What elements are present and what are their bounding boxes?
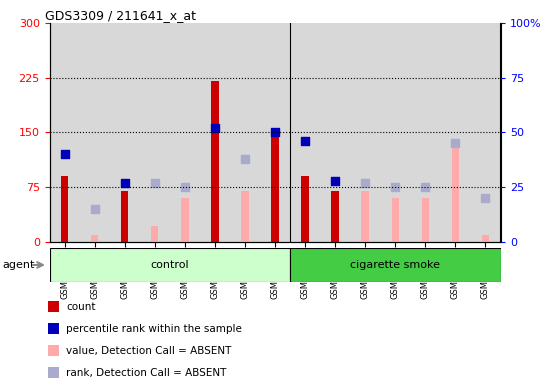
Bar xyxy=(392,198,399,242)
Bar xyxy=(290,23,320,242)
Bar xyxy=(441,23,470,242)
Bar xyxy=(48,301,59,313)
Bar xyxy=(482,235,489,242)
Bar xyxy=(230,23,260,242)
Bar xyxy=(271,134,279,242)
Text: count: count xyxy=(66,302,96,312)
Point xyxy=(150,180,159,186)
Bar xyxy=(320,23,350,242)
Bar xyxy=(181,198,189,242)
Bar xyxy=(151,226,158,242)
Bar xyxy=(380,23,410,242)
Bar xyxy=(200,23,230,242)
Bar xyxy=(109,23,140,242)
Point xyxy=(331,177,339,184)
Bar xyxy=(50,248,290,282)
Point xyxy=(60,151,69,157)
Bar xyxy=(211,81,219,242)
Bar xyxy=(140,23,170,242)
Bar xyxy=(421,198,429,242)
Bar xyxy=(260,23,290,242)
Bar xyxy=(80,23,109,242)
Point xyxy=(481,195,490,201)
Bar xyxy=(60,176,68,242)
Point xyxy=(421,184,430,190)
Bar xyxy=(361,191,369,242)
Text: rank, Detection Call = ABSENT: rank, Detection Call = ABSENT xyxy=(66,368,227,378)
Point xyxy=(361,180,370,186)
Point xyxy=(211,125,219,131)
Point xyxy=(451,141,460,147)
Bar xyxy=(48,367,59,378)
Text: percentile rank within the sample: percentile rank within the sample xyxy=(66,324,242,334)
Bar xyxy=(48,323,59,334)
Bar xyxy=(50,23,80,242)
Bar xyxy=(290,248,500,282)
Point xyxy=(120,180,129,186)
Bar xyxy=(241,191,249,242)
Text: agent: agent xyxy=(3,260,35,270)
Bar xyxy=(470,23,500,242)
Bar xyxy=(48,345,59,356)
Point xyxy=(301,138,310,144)
Bar xyxy=(301,176,309,242)
Bar xyxy=(170,23,200,242)
Text: cigarette smoke: cigarette smoke xyxy=(350,260,440,270)
Bar xyxy=(331,191,339,242)
Text: GDS3309 / 211641_x_at: GDS3309 / 211641_x_at xyxy=(45,9,196,22)
Point xyxy=(90,206,99,212)
Bar xyxy=(350,23,380,242)
Bar xyxy=(91,235,98,242)
Text: value, Detection Call = ABSENT: value, Detection Call = ABSENT xyxy=(66,346,232,356)
Bar xyxy=(410,23,441,242)
Text: control: control xyxy=(151,260,189,270)
Point xyxy=(271,129,279,136)
Bar xyxy=(452,147,459,242)
Point xyxy=(180,184,189,190)
Bar xyxy=(121,191,129,242)
Point xyxy=(391,184,400,190)
Point xyxy=(240,156,249,162)
